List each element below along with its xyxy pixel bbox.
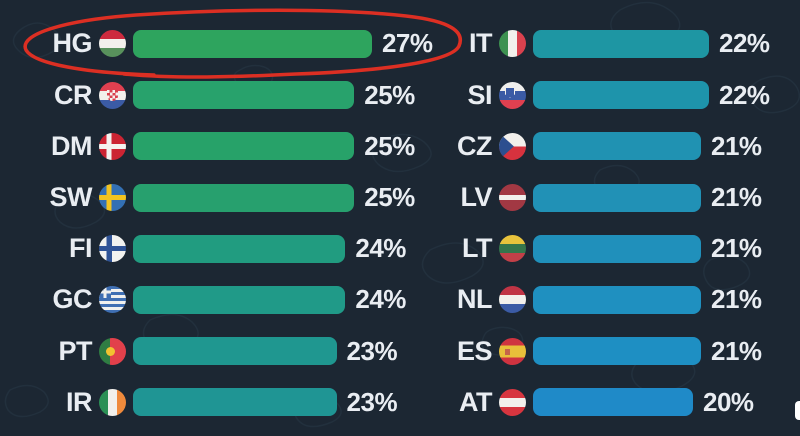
country-code-label: IT <box>469 28 493 59</box>
finland-flag-icon <box>99 235 126 263</box>
value-label: 21% <box>711 130 762 161</box>
value-bar-sw <box>133 183 355 212</box>
value-bar-cz <box>533 132 701 161</box>
country-code-label: LT <box>462 233 492 264</box>
czechia-flag-icon <box>499 132 526 160</box>
value-label: 25% <box>364 79 415 110</box>
value-label: 21% <box>711 233 762 264</box>
value-bar-es <box>533 337 701 366</box>
chart-row-si: SI 22% <box>400 70 800 121</box>
slovenia-flag-icon <box>499 81 526 109</box>
chart-row-lt: LT 21% <box>400 223 800 274</box>
value-label: 22% <box>719 79 770 110</box>
country-code-label: DM <box>51 130 93 161</box>
value-label: 24% <box>355 284 406 315</box>
country-code-label: GC <box>52 284 93 315</box>
value-bar-lt <box>533 234 701 263</box>
value-label: 23% <box>346 386 398 417</box>
chart-row-cz: CZ 21% <box>400 121 800 172</box>
value-label: 21% <box>711 284 762 315</box>
country-code-label: SI <box>467 79 492 110</box>
chart-column-left: HG 27% CR 25% DM 25% SW 25% FI 24% GC 24… <box>0 18 433 428</box>
lithuania-flag-icon <box>499 235 526 263</box>
country-code-label: PT <box>58 335 92 366</box>
value-bar-at <box>533 388 693 417</box>
country-code-label: IR <box>66 386 93 417</box>
chart-row-sw: SW 25% <box>0 172 416 223</box>
value-bar-lv <box>533 183 701 212</box>
value-bar-ir <box>133 388 337 417</box>
value-bar-fi <box>133 234 346 263</box>
denmark-flag-icon <box>99 132 126 160</box>
value-label: 20% <box>703 386 754 417</box>
austria-flag-icon <box>499 388 526 416</box>
value-bar-nl <box>533 285 701 314</box>
chart-row-lv: LV 21% <box>400 172 800 223</box>
chart-row-dm: DM 25% <box>0 121 415 172</box>
spain-flag-icon <box>499 337 526 365</box>
chart-column-right: IT 22% SI 22% CZ 21% LV 21% LT 21% NL 21… <box>400 18 800 428</box>
country-code-label: CR <box>54 79 93 110</box>
value-bar-pt <box>133 337 337 366</box>
value-bar-cr <box>133 81 355 110</box>
chart-row-ir: IR 23% <box>0 377 400 428</box>
croatia-flag-icon <box>99 81 126 109</box>
value-bar-gc <box>133 285 346 314</box>
value-bar-dm <box>133 132 355 161</box>
chart-row-pt: PT 23% <box>0 326 400 377</box>
value-label: 21% <box>711 335 762 366</box>
value-bar-it <box>533 29 709 58</box>
portugal-flag-icon <box>99 337 126 365</box>
sweden-flag-icon <box>99 184 126 212</box>
chart-row-cr: CR 25% <box>0 70 415 121</box>
country-code-label: ES <box>456 335 493 366</box>
value-label: 21% <box>711 182 762 213</box>
chart-row-es: ES 21% <box>400 326 800 377</box>
value-label: 25% <box>364 182 415 213</box>
country-code-label: SW <box>49 182 93 213</box>
country-code-label: CZ <box>457 130 493 161</box>
value-bar-si <box>533 81 709 110</box>
value-label: 22% <box>719 28 770 59</box>
chart-row-at: AT 20% <box>400 377 800 428</box>
hungary-flag-icon <box>99 30 126 58</box>
value-label: 23% <box>346 335 398 366</box>
ireland-flag-icon <box>99 388 126 416</box>
chart-row-hg: HG 27% <box>0 18 433 69</box>
value-label: 24% <box>355 233 406 264</box>
latvia-flag-icon <box>499 184 526 212</box>
country-code-label: LV <box>460 182 493 213</box>
chart-row-gc: GC 24% <box>0 274 407 325</box>
chart-row-it: IT 22% <box>400 18 800 69</box>
italy-flag-icon <box>499 30 526 58</box>
country-code-label: FI <box>69 233 93 264</box>
country-code-label: HG <box>52 28 93 59</box>
country-code-label: AT <box>459 386 493 417</box>
country-code-label: NL <box>457 284 493 315</box>
greece-flag-icon <box>99 286 126 314</box>
netherlands-flag-icon <box>499 286 526 314</box>
value-bar-hg <box>133 29 372 58</box>
chart-row-fi: FI 24% <box>0 223 406 274</box>
value-label: 25% <box>364 130 415 161</box>
cropped-white-sliver <box>795 401 800 420</box>
chart-row-nl: NL 21% <box>400 274 800 325</box>
